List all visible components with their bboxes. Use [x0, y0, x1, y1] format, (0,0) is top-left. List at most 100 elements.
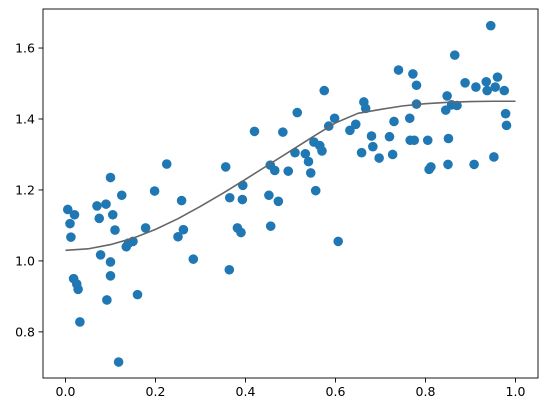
scatter-point-26 [161, 159, 172, 169]
scatter-point-63 [360, 103, 371, 114]
scatter-point-86 [452, 100, 462, 111]
scatter-point-58 [333, 236, 344, 247]
scatter-point-61 [356, 147, 367, 158]
scatter-point-69 [389, 116, 399, 127]
scatter-point-2 [66, 232, 76, 242]
y-tick-label-2: 1.2 [15, 182, 35, 197]
scatter-point-7 [75, 317, 85, 327]
scatter-point-41 [265, 221, 276, 231]
scatter-point-45 [283, 166, 294, 176]
x-tick-label-4: 0.8 [416, 384, 436, 399]
fit-curve-layer [65, 100, 516, 252]
scatter-point-70 [393, 65, 404, 75]
scatter-point-97 [500, 108, 511, 119]
scatter-point-76 [411, 80, 422, 91]
scatter-point-19 [116, 190, 127, 201]
scatter-point-15 [105, 271, 116, 281]
x-tick-label-2: 0.4 [236, 384, 256, 399]
scatter-point-17 [110, 225, 120, 235]
scatter-point-77 [422, 135, 433, 146]
scatter-point-66 [374, 153, 384, 163]
scatter-point-29 [178, 224, 189, 235]
scatter-point-14 [105, 257, 116, 267]
scatter-point-87 [460, 78, 470, 88]
scatter-point-23 [132, 289, 143, 300]
scatter-point-96 [499, 85, 510, 96]
plot-frame [42, 8, 539, 379]
scatter-point-65 [368, 141, 378, 152]
scatter-point-79 [426, 162, 436, 172]
scatter-point-94 [490, 82, 501, 92]
scatter-point-25 [149, 186, 160, 196]
scatter-point-35 [236, 227, 246, 238]
scatter-point-93 [489, 152, 499, 162]
y-tick-label-0: 0.8 [15, 324, 35, 339]
scatter-point-28 [176, 195, 187, 206]
scatter-point-91 [482, 85, 492, 96]
scatter-point-64 [366, 131, 377, 141]
scatter-point-18 [113, 357, 124, 367]
fit-curve [65, 100, 516, 252]
scatter-point-85 [449, 50, 460, 60]
axes [42, 8, 539, 379]
x-tick-label-3: 0.6 [326, 384, 346, 399]
tick-marks [38, 47, 516, 383]
x-tick-label-5: 1.0 [506, 384, 526, 399]
scatter-point-13 [105, 172, 116, 183]
scatter-point-98 [501, 120, 512, 131]
scatter-point-9 [94, 213, 105, 224]
scatter-point-1 [65, 218, 75, 229]
scatter-point-32 [224, 264, 235, 275]
scatter-point-95 [492, 72, 503, 82]
scatter-point-8 [92, 201, 102, 211]
scatter-point-6 [73, 284, 83, 295]
scatter-point-52 [310, 185, 321, 196]
scatter-point-49 [303, 156, 314, 167]
scatter-point-33 [224, 192, 235, 203]
scatter-point-27 [173, 231, 183, 242]
scatter-point-43 [273, 196, 284, 207]
scatter-point-50 [305, 168, 316, 178]
y-tick-label-4: 1.6 [15, 41, 35, 56]
scatter-point-82 [443, 159, 453, 170]
scatter-point-16 [107, 209, 118, 220]
scatter-point-48 [300, 148, 311, 159]
scatter-point-24 [140, 223, 151, 233]
scatter-point-54 [317, 146, 327, 156]
scatter-point-10 [95, 250, 106, 260]
y-tick-label-3: 1.4 [15, 111, 35, 126]
scatter-point-89 [471, 82, 481, 92]
scatter-point-42 [269, 165, 280, 176]
scatter-point-44 [278, 127, 288, 137]
scatter-point-0 [62, 204, 73, 215]
scatter-point-88 [469, 159, 479, 170]
scatter-point-60 [350, 119, 361, 130]
x-tick-label-1: 0.2 [146, 384, 166, 399]
scatter-point-39 [264, 190, 274, 201]
scatter-point-59 [345, 125, 355, 136]
scatter-point-74 [409, 135, 420, 146]
scatter-point-38 [249, 126, 260, 137]
tick-labels: 0.0 0.2 0.4 0.6 0.8 1.0 0.8 1.0 1.2 1.4 1.6 [15, 41, 525, 399]
scatter-point-71 [404, 113, 415, 124]
y-tick-label-1: 1.0 [15, 253, 35, 268]
x-tick-label-0: 0.0 [56, 384, 76, 399]
scatter-point-31 [220, 162, 231, 172]
scatter-point-68 [387, 149, 398, 160]
scatter-point-92 [485, 20, 496, 31]
scatter-point-55 [319, 85, 330, 96]
scatter-point-12 [102, 295, 112, 305]
scatter-point-4 [69, 209, 80, 220]
scatter-point-36 [237, 194, 248, 205]
scatter-point-81 [442, 91, 452, 101]
scatter-point-11 [101, 199, 111, 209]
scatter-point-57 [329, 113, 340, 124]
scatter-point-83 [443, 133, 454, 144]
scatter-point-67 [384, 131, 395, 142]
scatter-point-90 [481, 76, 492, 87]
scatter-points [62, 20, 512, 367]
scatter-point-73 [408, 69, 418, 79]
scatter-point-47 [292, 107, 303, 118]
